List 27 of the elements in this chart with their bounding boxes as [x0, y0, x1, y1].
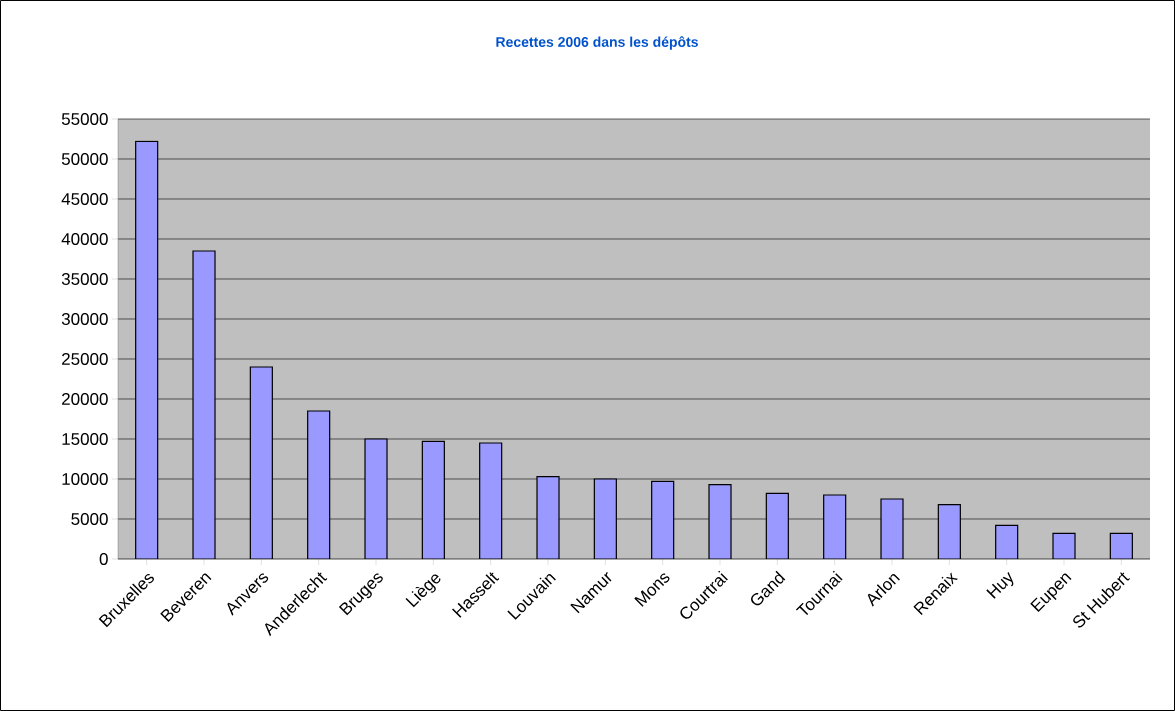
y-tick-label: 45000	[61, 192, 108, 206]
bar	[937, 503, 961, 559]
chart-title: Recettes 2006 dans les dépôts	[496, 36, 698, 50]
y-tick-label: 0	[99, 552, 108, 566]
bar	[1109, 532, 1133, 559]
y-tick-label: 30000	[61, 312, 108, 326]
y-tick-label: 25000	[62, 352, 108, 366]
bar	[135, 140, 159, 559]
y-tick-label: 50000	[61, 152, 108, 166]
bar	[421, 440, 445, 559]
bar	[593, 478, 617, 559]
bar	[823, 494, 847, 559]
y-tick-label: 40000	[61, 232, 108, 246]
y-tick-label: 20000	[62, 392, 108, 406]
y-tick-label: 35000	[61, 272, 108, 286]
bar	[307, 410, 331, 559]
bar	[995, 524, 1019, 559]
y-tick-label: 10000	[62, 472, 108, 486]
bar	[479, 442, 503, 559]
bar	[651, 480, 675, 559]
x-tick-label: Huy	[986, 571, 1014, 599]
y-tick-label: 55000	[61, 112, 108, 126]
y-tick-label: 15000	[62, 432, 108, 446]
y-tick-label: 5000	[71, 512, 108, 526]
bar	[249, 366, 273, 559]
bar	[192, 250, 216, 559]
bar	[765, 492, 789, 559]
